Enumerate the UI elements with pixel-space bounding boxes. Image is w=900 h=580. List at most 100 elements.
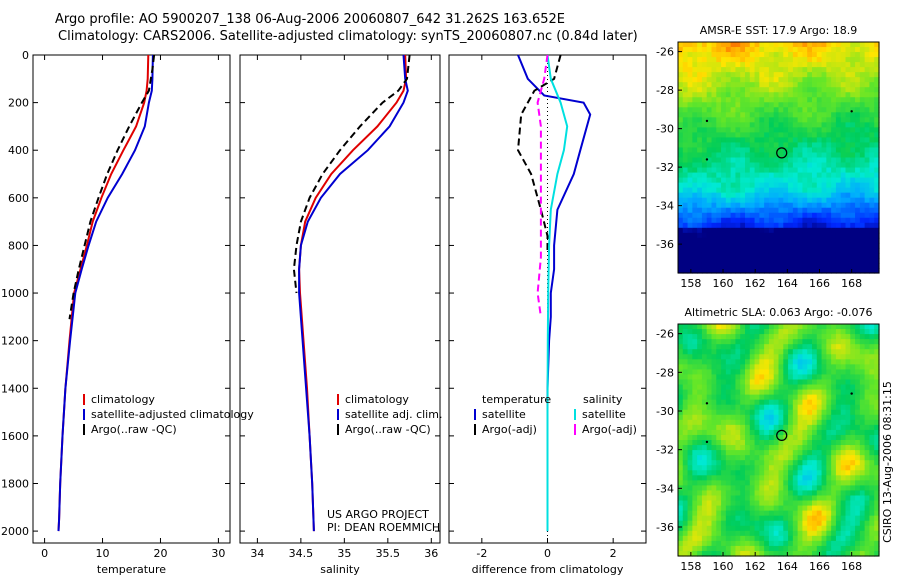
sla-map-cell xyxy=(697,440,703,446)
sst-map-cell xyxy=(835,227,842,234)
sla-map-cell xyxy=(768,334,775,340)
sla-map-cell xyxy=(835,429,842,436)
sla-map-cell xyxy=(835,505,842,512)
sst-map-cell xyxy=(835,247,842,254)
sst-map-cell xyxy=(725,262,732,269)
sla-map-cell xyxy=(826,545,832,552)
sla-map-cell xyxy=(759,540,765,547)
sla-map-cell xyxy=(869,440,875,446)
sla-map-cell xyxy=(678,460,684,466)
sla-map-cell xyxy=(773,445,780,451)
sla-map-cell xyxy=(740,520,746,527)
sla-map-cell xyxy=(792,525,799,532)
sla-map-cell xyxy=(812,364,818,370)
sla-map-cell xyxy=(678,515,684,522)
sst-map-cell xyxy=(745,137,751,144)
sla-map-cell xyxy=(706,434,713,441)
sst-map-cell xyxy=(725,152,732,159)
sla-map-cell xyxy=(788,540,794,547)
sst-map-cell xyxy=(735,137,741,144)
sst-map-cell xyxy=(768,247,775,254)
sla-map-cell xyxy=(749,389,756,396)
sst-map-cell xyxy=(802,242,808,249)
sst-map-cell xyxy=(821,207,827,214)
sla-map-cell xyxy=(840,389,847,396)
sla-map-cell xyxy=(869,485,875,492)
sst-map-cell xyxy=(826,157,832,164)
sla-map-cell xyxy=(764,359,770,365)
sst-map-cell xyxy=(692,167,698,174)
sst-map-cell xyxy=(783,192,789,199)
sst-map-cell xyxy=(725,87,732,93)
sla-map-cell xyxy=(783,480,789,486)
sst-map-cell xyxy=(850,162,856,169)
sst-map-cell xyxy=(697,112,703,118)
sst-map-cell xyxy=(840,172,847,179)
sst-map-cell xyxy=(740,72,746,78)
sla-map-cell xyxy=(687,530,693,537)
sla-map-cell xyxy=(845,485,851,492)
sla-map-cell xyxy=(754,535,760,542)
series-line-2-2 xyxy=(298,54,409,532)
sla-map-cell xyxy=(745,419,751,426)
sst-map-cell xyxy=(725,52,732,58)
sst-map-cell xyxy=(869,262,875,269)
sla-map-cell xyxy=(678,389,684,396)
sst-map-cell xyxy=(759,152,765,159)
sla-map-cell xyxy=(840,475,847,481)
sst-map-cell xyxy=(835,242,842,249)
sst-map-cell xyxy=(831,252,837,259)
sla-map-cell xyxy=(797,515,804,522)
sla-map-cell xyxy=(687,465,693,471)
sla-map-cell xyxy=(869,334,875,340)
sla-map-cell xyxy=(687,414,693,421)
sst-map-cell xyxy=(721,202,727,209)
sst-map-cell xyxy=(788,87,794,93)
sla-map-cell xyxy=(754,359,760,365)
sst-map-cell xyxy=(716,47,722,53)
sla-map-cell xyxy=(735,389,741,396)
map-y-tick-label: -36 xyxy=(656,521,674,534)
sla-map-cell xyxy=(778,334,784,340)
sst-map-cell xyxy=(850,127,856,133)
sla-map-cell xyxy=(711,389,717,396)
sla-map-cell xyxy=(821,359,827,365)
sst-map-cell xyxy=(797,112,804,118)
sla-map-cell xyxy=(797,419,804,426)
sla-map-cell xyxy=(874,505,880,512)
sla-map-cell xyxy=(864,490,871,497)
sst-map-cell xyxy=(859,207,866,214)
sla-map-cell xyxy=(783,349,789,355)
sst-map-cell xyxy=(682,112,689,118)
sla-map-cell xyxy=(807,384,813,391)
sst-map-cell xyxy=(821,217,827,224)
sla-map-cell xyxy=(859,419,866,426)
sla-map-cell xyxy=(797,495,804,502)
sla-map-cell xyxy=(735,369,741,376)
sla-map-cell xyxy=(725,379,732,386)
sst-map-cell xyxy=(678,127,684,133)
sst-map-cell xyxy=(845,52,851,58)
sst-map-cell xyxy=(874,267,880,274)
sla-map-cell xyxy=(735,429,741,436)
sla-map-cell xyxy=(682,364,689,370)
sla-map-cell xyxy=(835,525,842,532)
sla-map-cell xyxy=(745,399,751,406)
sla-map-cell xyxy=(740,349,746,355)
sla-map-cell xyxy=(692,384,698,391)
sla-map-cell xyxy=(845,520,851,527)
sst-map-cell xyxy=(859,252,866,259)
sst-map-cell xyxy=(831,267,837,274)
sst-map-cell xyxy=(687,42,693,48)
sst-map-cell xyxy=(807,52,813,58)
sla-map-cell xyxy=(783,389,789,396)
sst-map-cell xyxy=(864,172,871,179)
sst-map-cell xyxy=(850,147,856,154)
sla-map-cell xyxy=(697,434,703,441)
sla-map-cell xyxy=(812,414,818,421)
sst-map-cell xyxy=(845,122,851,128)
sla-map-cell xyxy=(835,409,842,416)
sla-map-cell xyxy=(778,455,784,461)
sst-map-cell xyxy=(807,252,813,259)
sla-map-cell xyxy=(711,505,717,512)
